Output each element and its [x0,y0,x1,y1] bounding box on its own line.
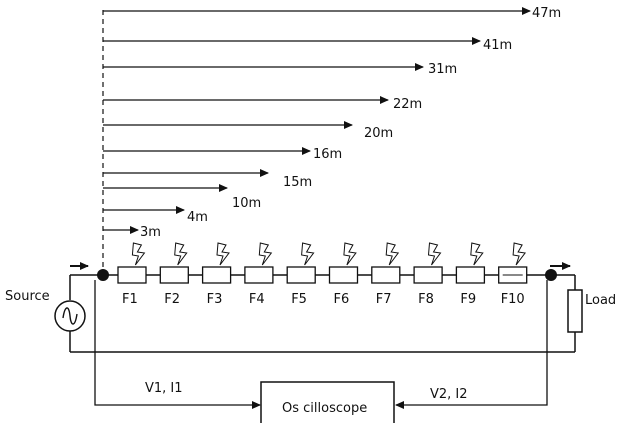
lightning-icon-F10 [512,242,527,266]
section-box-F4 [244,266,274,284]
node-load-side [545,269,557,281]
fault-label-F1: F1 [122,292,138,307]
right-measure-label: V2, I2 [430,387,468,402]
load-resistor [567,289,583,333]
fault-label-F8: F8 [418,292,434,307]
lightning-icon-F6 [343,242,357,266]
fault-label-F5: F5 [291,292,307,307]
fault-label-F4: F4 [249,292,265,307]
lightning-icon-F2 [174,242,188,266]
load-label: Load [585,293,616,308]
distance-label-47m: 47m [532,6,561,21]
lightning-icon-F4 [258,242,273,266]
section-box-F6 [328,266,359,284]
lightning-icon-F7 [385,242,400,266]
fault-label-F7: F7 [376,292,392,307]
fault-label-F9: F9 [460,292,476,307]
section-box-F2 [159,266,189,284]
distance-label-22m: 22m [393,97,422,112]
section-box-F5 [286,266,316,284]
lightning-icon-F5 [301,242,315,266]
sine-wave-icon [62,307,78,325]
lightning-icon-F1 [131,242,146,266]
lightning-icon-F8 [427,242,442,266]
section-box-F7 [371,266,401,284]
distance-label-41m: 41m [483,38,512,53]
distance-label-10m: 10m [232,196,261,211]
section-box-F1 [117,266,147,284]
lightning-icon-F3 [216,242,230,266]
section-box-F3 [201,266,232,284]
section-box-F9 [455,266,486,284]
measure-wire-left [94,280,261,409]
distance-label-16m: 16m [313,147,342,162]
fault-sections: F1 F2 F3 F4 F5 F6 F7 F8 F9 F10 [117,242,543,307]
oscilloscope-label: Os cilloscope [282,401,367,416]
left-measure-label: V1, I1 [145,381,183,396]
fault-label-F10: F10 [501,292,525,307]
source-label: Source [5,289,50,304]
fault-label-F3: F3 [207,292,223,307]
node-source-side [97,269,109,281]
oscilloscope-box [260,381,395,423]
distance-label-4m: 4m [187,210,208,225]
fault-label-F6: F6 [334,292,350,307]
distance-label-31m: 31m [428,62,457,77]
distance-label-3m: 3m [140,225,161,240]
section-box-F8 [413,266,443,284]
lightning-icon-F9 [470,242,484,266]
measure-wire-right [395,280,548,409]
distance-label-20m: 20m [364,126,393,141]
distance-label-15m: 15m [283,175,312,190]
fault-label-F2: F2 [164,292,180,307]
